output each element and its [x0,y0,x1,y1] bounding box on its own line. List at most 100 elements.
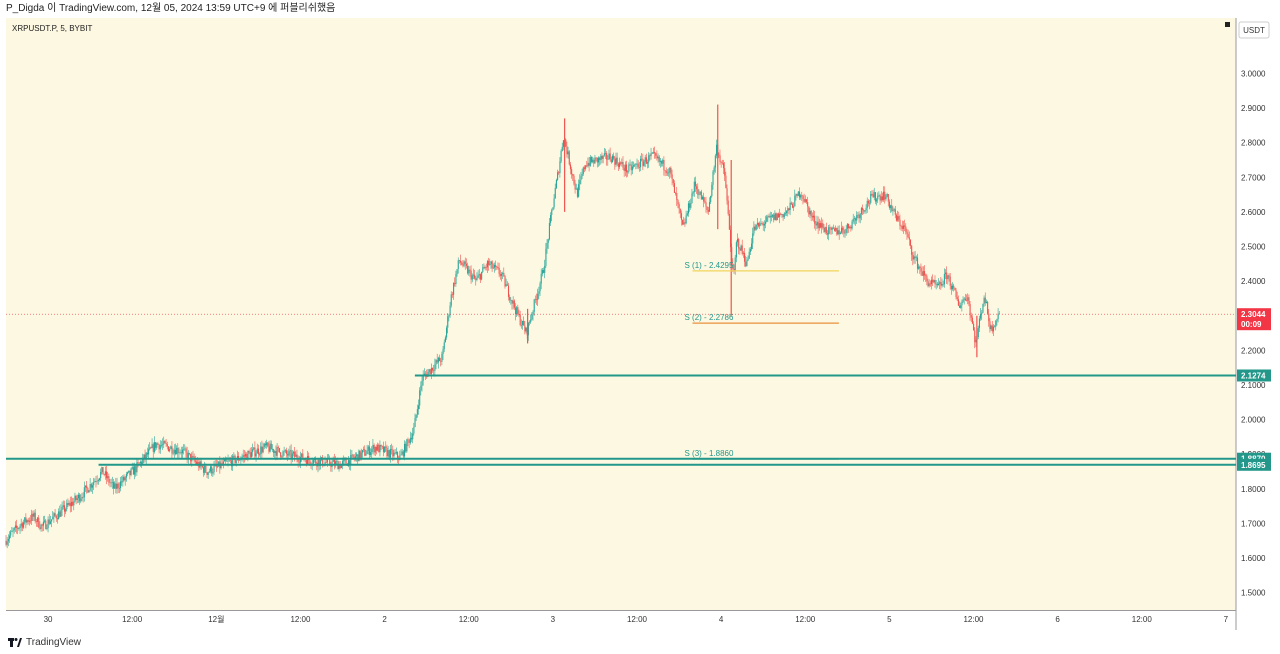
candle-body [228,460,230,462]
candle-body [518,314,520,316]
candle-body [120,481,122,489]
candle-body [453,282,455,295]
candle-body [753,226,755,234]
candle-body [830,227,832,230]
candle-body [921,271,923,276]
candle-body [102,467,104,475]
candle-body [630,164,632,171]
candle-body [491,261,493,269]
candle-body [823,227,825,232]
candle-body [960,305,962,308]
candle-body [101,467,103,472]
candle-body [945,272,947,274]
currency-label: USDT [1243,26,1265,35]
candle-body [984,297,986,304]
price-badge [1237,308,1271,331]
candle-body [683,222,685,225]
candle-body [434,364,436,371]
candle-body [850,226,852,229]
candle-body [25,517,27,523]
candle-body [649,155,651,157]
candle-body [855,218,857,221]
candle-body [947,275,949,280]
candle-body [100,471,102,479]
chart-menu-icon[interactable] [1225,22,1230,27]
candle-body [122,476,124,483]
time-axis[interactable]: 30 12:00 12월 12:00 2 12:00 3 12:00 4 12:00 5 12:00 6… [44,614,1229,624]
candle-body [63,505,66,512]
candle-body [642,158,644,166]
candle-body [558,172,560,174]
candle-body [920,267,922,272]
time-tick-label: 12월 [208,614,224,624]
candle-body [621,162,623,164]
candle-body [715,144,718,156]
candle-body [926,275,928,282]
candle-body [381,446,383,447]
candle-body [58,511,60,520]
candle-body [761,223,763,224]
candle-body [822,223,824,228]
candle-body [339,464,341,469]
candle-body [720,161,722,163]
candle-body [173,449,175,454]
candle-body [747,258,749,261]
candle-body [273,449,275,454]
candle-body [909,239,912,246]
candle-body [752,233,754,244]
price-badge-text: 1.8695 [1241,461,1266,470]
candle-body [983,297,985,304]
candle-body [428,369,430,372]
candle-body [859,214,861,219]
candle-body [971,317,973,324]
candle-body [725,175,727,189]
candle-body [183,449,185,450]
candle-body [379,444,381,453]
candle-body [666,172,668,174]
candle-body [471,275,473,280]
brand-name: TradingView [26,636,82,648]
candle-body [923,271,926,276]
candle-body [184,448,186,450]
currency-button[interactable] [1238,21,1270,39]
candle-body [477,275,479,278]
candle-body [212,472,214,474]
candle-body [374,446,376,453]
price-badge-text: 2.1274 [1241,371,1266,380]
candle-body [247,451,249,460]
candle-body [17,527,19,529]
candle-body [440,361,442,362]
candle-body [629,164,631,166]
candle-body [224,459,226,462]
price-tick-label: 2.9000 [1241,104,1266,113]
candle-body [114,483,116,489]
candle-body [294,451,296,457]
candle-body [75,495,77,500]
time-tick-label: 6 [1055,615,1060,624]
candle-body [997,313,999,320]
candle-body [372,445,374,449]
price-tick-label: 1.8000 [1241,485,1266,494]
candle-body [421,380,423,386]
price-tick-label: 2.8000 [1241,139,1266,148]
candle-body [645,157,647,164]
candle-body [10,531,12,536]
candle-body [513,300,515,308]
candle-body [430,367,432,374]
candle-body [444,337,446,343]
candle-body [704,201,706,203]
candle-body [687,203,690,214]
candle-body [82,496,84,498]
candle-body [891,205,893,211]
candle-body [181,449,184,454]
candle-body [596,157,598,163]
time-axis-background[interactable] [0,610,1236,630]
candle-body [708,202,711,212]
candle-body [694,181,697,187]
candle-body [737,239,739,243]
candle-body [966,300,968,301]
candle-body [315,458,317,464]
candle-body [21,523,23,528]
